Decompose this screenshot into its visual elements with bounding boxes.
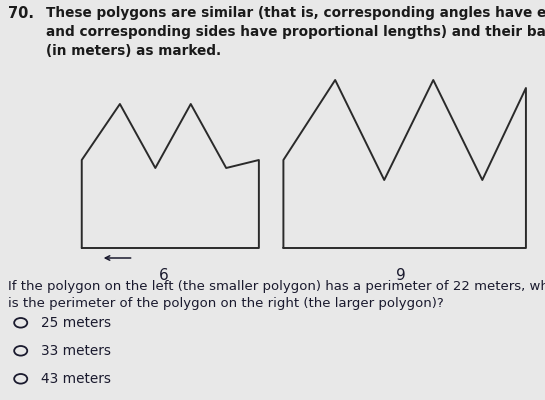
Text: 70.: 70. — [8, 6, 34, 21]
Text: 9: 9 — [396, 268, 405, 283]
Text: 6: 6 — [159, 268, 168, 283]
Text: 25 meters: 25 meters — [41, 316, 111, 330]
Text: These polygons are similar (that is, corresponding angles have equal measure
and: These polygons are similar (that is, cor… — [46, 6, 545, 58]
Text: If the polygon on the left (the smaller polygon) has a perimeter of 22 meters, w: If the polygon on the left (the smaller … — [8, 280, 545, 310]
Text: 43 meters: 43 meters — [41, 372, 111, 386]
Text: 33 meters: 33 meters — [41, 344, 111, 358]
